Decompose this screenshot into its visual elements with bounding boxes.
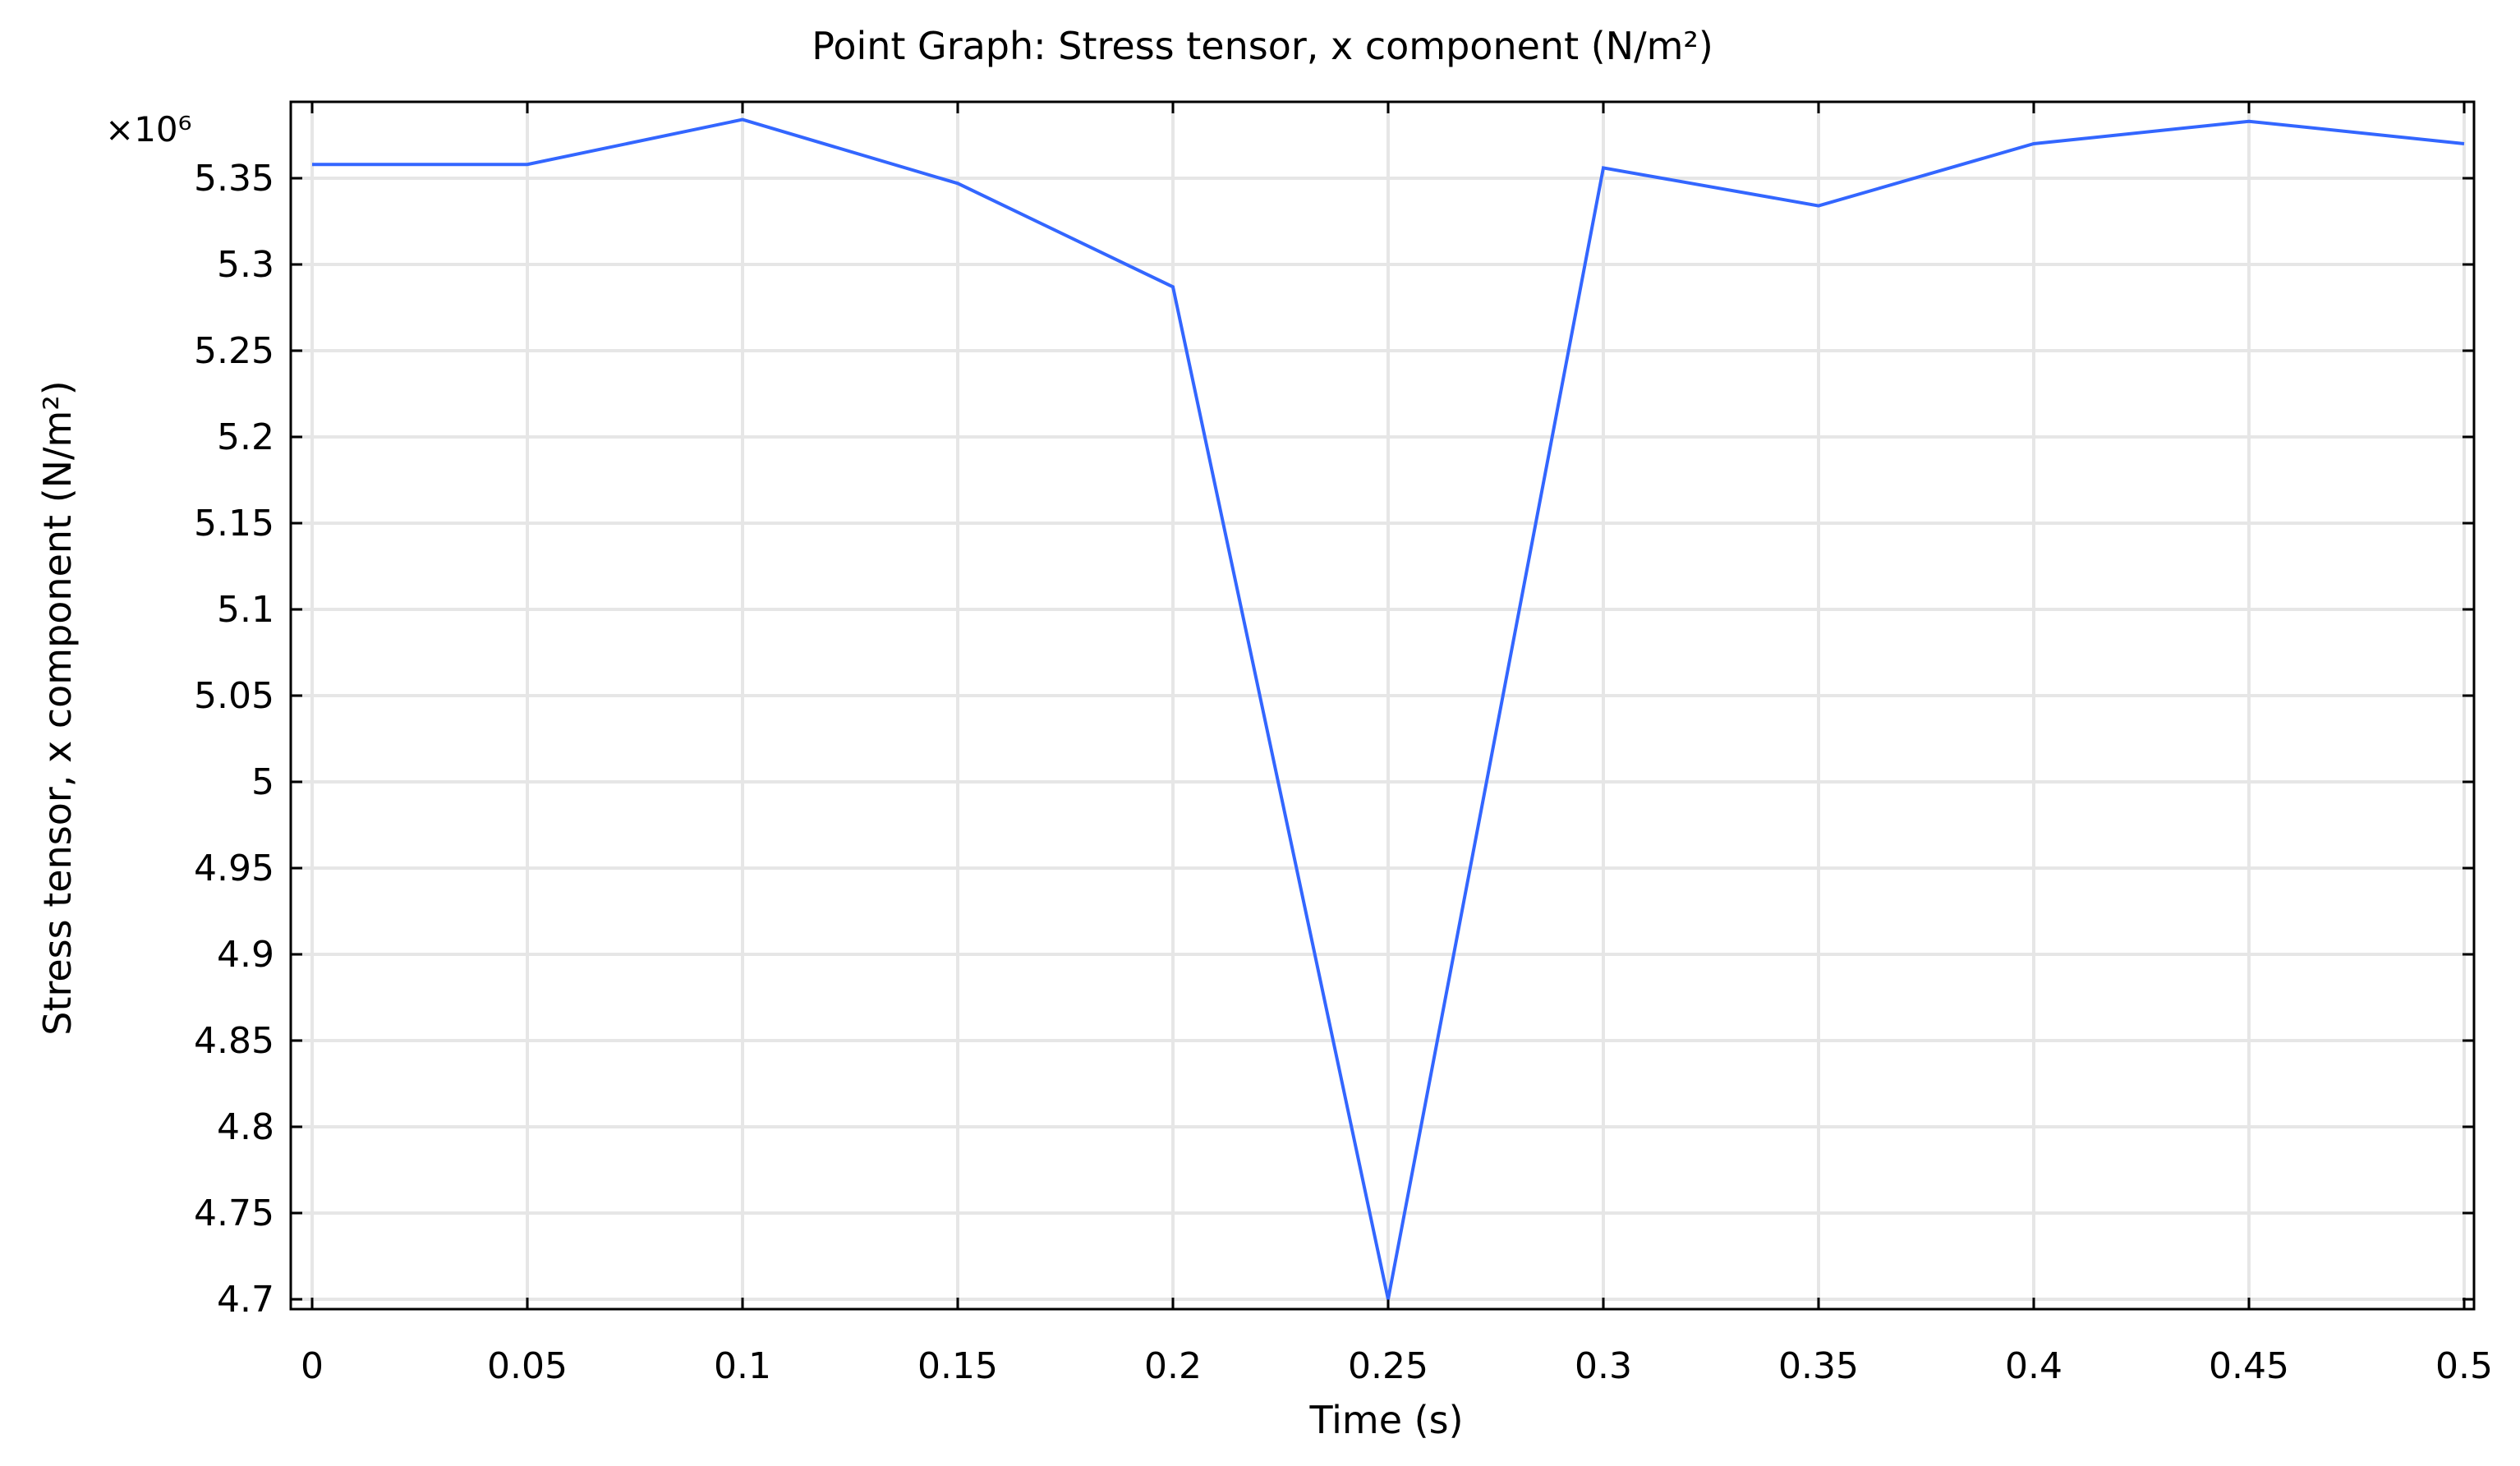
x-tick-label: 0 <box>301 1345 324 1387</box>
series-layer <box>311 117 2465 1300</box>
chart-title: Point Graph: Stress tensor, x component … <box>812 24 1713 68</box>
y-tick-label: 5.05 <box>194 675 274 717</box>
x-tick-label: 0.4 <box>2005 1345 2062 1387</box>
x-tick-label: 0.5 <box>2435 1345 2493 1387</box>
y-tick-label: 5.1 <box>217 589 274 631</box>
y-tick-label: 5.35 <box>194 158 274 200</box>
y-axis-ticks: 4.7 4.75 4.8 4.85 4.9 4.95 5 5.05 5.1 5.15 5.2 5.25… <box>194 158 2474 1321</box>
gridlines <box>291 102 2474 1309</box>
x-tick-label: 0.25 <box>1348 1345 1428 1387</box>
plot-frame <box>289 100 2476 1311</box>
y-tick-label: 5.25 <box>194 330 274 372</box>
x-tick-label: 0.1 <box>714 1345 771 1387</box>
x-tick-label: 0.35 <box>1778 1345 1859 1387</box>
y-tick-label: 4.9 <box>217 934 274 976</box>
x-axis-ticks: 0 0.05 0.1 0.15 0.2 0.25 0.3 0.35 0.4 0.45 0.5 <box>301 102 2493 1387</box>
x-tick-label: 0.05 <box>487 1345 568 1387</box>
y-axis-label: Stress tensor, x component (N/m²) <box>35 380 80 1036</box>
y-tick-label: 4.75 <box>194 1193 274 1234</box>
y-tick-label: 5.2 <box>217 416 274 458</box>
y-tick-label: 4.8 <box>217 1106 274 1148</box>
y-tick-label: 4.7 <box>217 1279 274 1321</box>
y-tick-label: 4.85 <box>194 1020 274 1062</box>
x-tick-label: 0.3 <box>1575 1345 1632 1387</box>
y-multiplier-label: ×10⁶ <box>105 109 191 149</box>
y-tick-label: 4.95 <box>194 848 274 889</box>
x-tick-label: 0.15 <box>917 1345 998 1387</box>
x-tick-label: 0.2 <box>1144 1345 1202 1387</box>
y-tick-label: 5 <box>251 761 274 803</box>
x-tick-label: 0.45 <box>2209 1345 2289 1387</box>
x-axis-label: Time (s) <box>1308 1398 1463 1442</box>
y-tick-label: 5.3 <box>217 244 274 286</box>
y-tick-label: 5.15 <box>194 503 274 545</box>
